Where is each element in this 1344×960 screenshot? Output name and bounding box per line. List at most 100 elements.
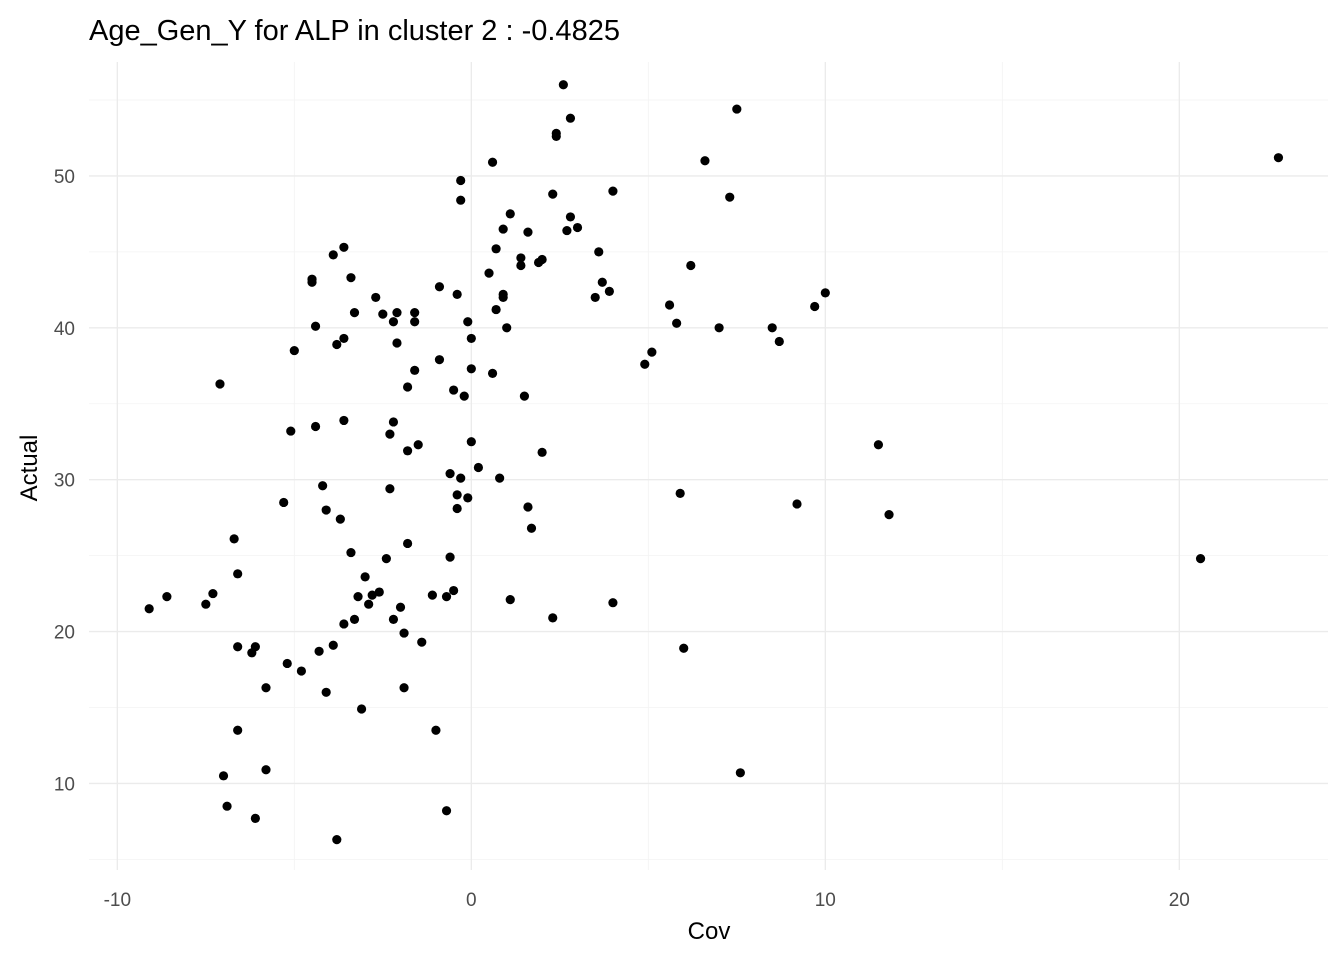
data-point xyxy=(498,224,508,234)
data-point xyxy=(449,585,459,596)
data-point xyxy=(487,368,498,378)
x-tick-label: -10 xyxy=(104,890,131,911)
data-point xyxy=(473,462,483,473)
data-point xyxy=(388,317,399,327)
data-point xyxy=(282,658,292,669)
data-point xyxy=(328,250,338,260)
x-tick-label: 10 xyxy=(815,890,836,911)
data-point xyxy=(452,490,462,500)
data-point xyxy=(537,447,547,457)
data-point xyxy=(431,725,441,735)
data-point xyxy=(792,499,802,509)
y-tick-label: 50 xyxy=(54,167,75,188)
data-point xyxy=(360,572,370,582)
data-point xyxy=(463,493,473,503)
data-point xyxy=(516,253,526,263)
data-point xyxy=(1273,153,1284,163)
data-point xyxy=(307,277,317,287)
y-tick-label: 30 xyxy=(54,471,75,492)
data-point xyxy=(332,339,342,350)
data-point xyxy=(388,417,399,427)
y-tick-label: 20 xyxy=(54,623,75,644)
data-point xyxy=(378,309,388,319)
data-point xyxy=(385,484,395,494)
y-axis-title: Actual xyxy=(16,435,43,502)
data-point xyxy=(346,273,356,283)
data-point xyxy=(441,592,452,602)
y-axis-ticks: 10 20 30 40 50 xyxy=(54,167,75,796)
data-point xyxy=(410,308,420,318)
data-point xyxy=(314,646,324,656)
data-point xyxy=(466,437,476,447)
data-point xyxy=(332,835,342,845)
data-point xyxy=(495,473,505,483)
data-point xyxy=(427,590,437,600)
data-point xyxy=(572,222,583,233)
data-point xyxy=(434,282,445,292)
data-point xyxy=(335,514,345,524)
major-gridlines xyxy=(89,62,1328,870)
data-point xyxy=(459,391,469,401)
data-point xyxy=(201,599,211,609)
data-point xyxy=(484,268,494,278)
data-point xyxy=(208,588,218,599)
data-point xyxy=(725,192,735,202)
data-point xyxy=(385,429,395,439)
data-point xyxy=(491,244,501,254)
data-point xyxy=(233,725,243,735)
data-point xyxy=(218,771,229,781)
data-point xyxy=(417,637,427,647)
x-tick-label: 0 xyxy=(466,890,477,911)
data-point xyxy=(466,364,476,374)
data-point xyxy=(526,523,537,533)
data-point xyxy=(364,599,374,609)
x-axis-title: Cov xyxy=(688,918,731,945)
data-point xyxy=(516,260,526,271)
data-point xyxy=(664,300,675,310)
data-point xyxy=(321,505,331,515)
data-point xyxy=(233,569,243,579)
data-point xyxy=(250,813,260,823)
data-point xyxy=(820,288,830,298)
data-point xyxy=(410,365,420,375)
data-point xyxy=(374,587,384,597)
data-point xyxy=(296,666,306,676)
data-point xyxy=(289,345,299,356)
data-point xyxy=(714,323,724,333)
data-point xyxy=(675,488,685,498)
data-point xyxy=(321,687,331,697)
data-point xyxy=(505,595,515,605)
data-point xyxy=(767,323,777,333)
data-point xyxy=(261,765,271,775)
data-point xyxy=(222,801,232,811)
data-point xyxy=(456,175,466,186)
data-point xyxy=(700,156,710,166)
data-point xyxy=(732,104,742,114)
data-point xyxy=(594,247,604,257)
data-point xyxy=(356,704,367,714)
x-axis-ticks: -10 0 10 20 xyxy=(104,890,1190,911)
data-point xyxy=(456,195,466,205)
data-point xyxy=(565,212,576,222)
data-point xyxy=(456,473,466,483)
data-point xyxy=(810,301,820,312)
data-point xyxy=(399,628,409,638)
data-point xyxy=(250,642,260,652)
data-point xyxy=(229,534,239,544)
data-point xyxy=(548,189,558,199)
data-point xyxy=(604,286,614,296)
data-point xyxy=(873,440,884,450)
data-point xyxy=(565,113,576,123)
data-point xyxy=(162,592,172,602)
data-point xyxy=(349,614,360,624)
data-point xyxy=(608,186,618,196)
data-point xyxy=(339,333,349,344)
data-point xyxy=(395,602,406,612)
data-point xyxy=(558,80,568,90)
data-point xyxy=(640,359,650,369)
data-point xyxy=(562,225,572,236)
data-point xyxy=(353,592,363,602)
data-point xyxy=(502,323,512,333)
data-point xyxy=(487,157,498,167)
data-point xyxy=(339,242,349,252)
